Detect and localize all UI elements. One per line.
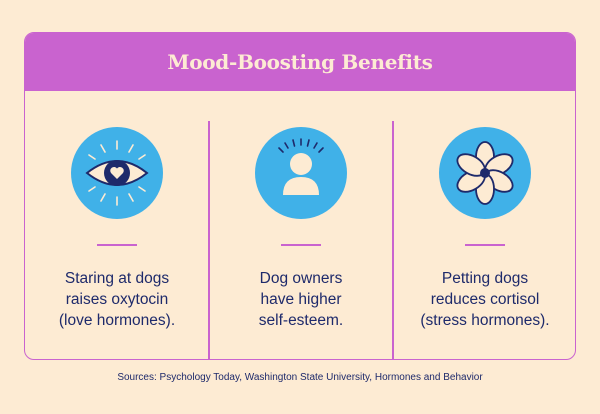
benefits-card: Mood-Boosting Benefits bbox=[24, 32, 576, 360]
benefit-column-self-esteem: Dog owners have higher self-esteem. bbox=[209, 91, 393, 359]
benefit-text: Staring at dogs raises oxytocin (love ho… bbox=[58, 269, 176, 329]
benefit-column-cortisol: Petting dogs reduces cortisol (stress ho… bbox=[393, 91, 575, 359]
accent-line bbox=[281, 244, 321, 246]
benefit-columns: Staring at dogs raises oxytocin (love ho… bbox=[25, 91, 575, 359]
person-icon bbox=[255, 127, 347, 219]
page-title: Mood-Boosting Benefits bbox=[167, 50, 433, 74]
column-divider bbox=[392, 121, 394, 359]
column-divider bbox=[208, 121, 210, 359]
flower-icon bbox=[439, 127, 531, 219]
accent-line bbox=[97, 244, 137, 246]
benefit-text: Dog owners have higher self-esteem. bbox=[258, 269, 344, 329]
benefit-text: Petting dogs reduces cortisol (stress ho… bbox=[420, 269, 550, 329]
eye-heart-icon bbox=[71, 127, 163, 219]
accent-line bbox=[465, 244, 505, 246]
title-banner: Mood-Boosting Benefits bbox=[25, 33, 575, 91]
sources-footnote: Sources: Psychology Today, Washington St… bbox=[117, 372, 483, 383]
benefit-column-oxytocin: Staring at dogs raises oxytocin (love ho… bbox=[25, 91, 209, 359]
